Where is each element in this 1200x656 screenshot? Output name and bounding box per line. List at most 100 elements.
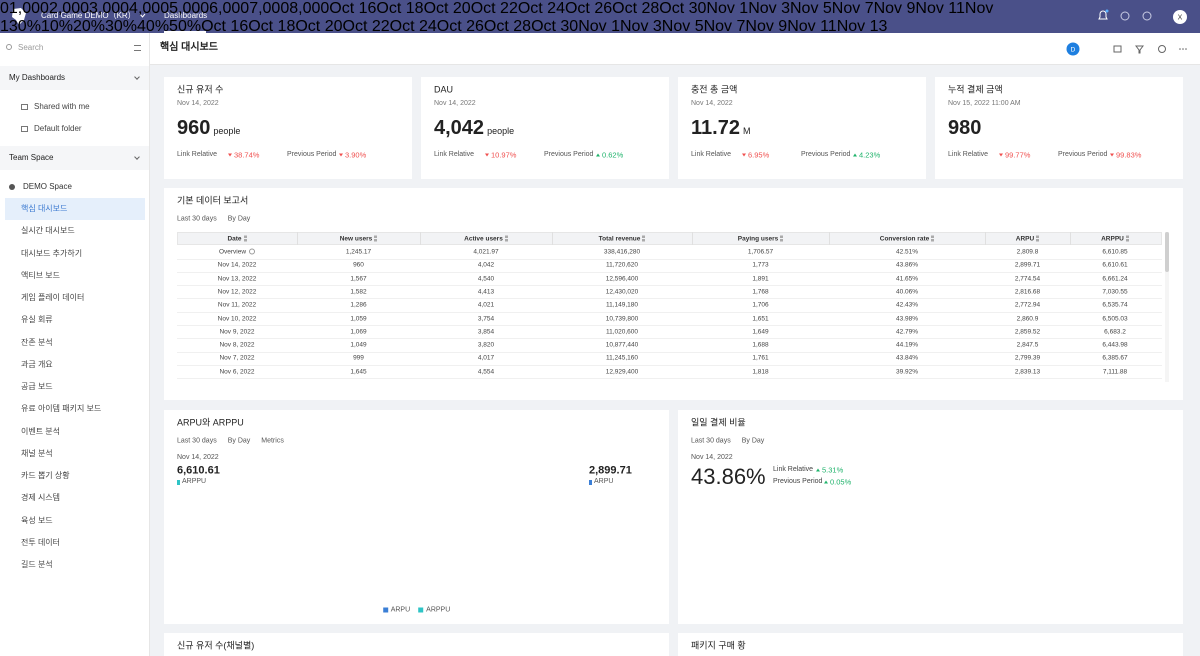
filter[interactable]: Metrics xyxy=(261,437,284,445)
cell-text: 2,859.52 xyxy=(1014,328,1041,336)
sort-icon[interactable] xyxy=(642,235,646,242)
sort-icon[interactable] xyxy=(1036,235,1040,242)
legend-item[interactable]: ARPU xyxy=(382,607,410,614)
column-header[interactable]: Total revenue xyxy=(552,235,692,242)
comparison-label: Previous Period xyxy=(773,477,823,485)
trend-arrow xyxy=(339,153,343,157)
row-divider xyxy=(177,271,1162,273)
column-header[interactable]: Conversion rate xyxy=(829,235,985,242)
table-cell: 3,754 xyxy=(420,315,552,322)
column-header[interactable]: New users xyxy=(297,235,420,242)
nav-item[interactable]: 카드 뽑기 상황 xyxy=(21,471,70,481)
cell-text: 41.65% xyxy=(895,275,919,283)
dashboard-title: 핵심 대시보드 xyxy=(160,42,218,53)
column-header[interactable]: ARPU xyxy=(985,235,1070,242)
nav-item[interactable]: 전투 데이터 xyxy=(21,537,61,547)
nav-item[interactable]: 채널 분석 xyxy=(21,448,53,458)
nav-item[interactable]: 액티브 보드 xyxy=(21,270,61,280)
scroll-track xyxy=(1165,232,1169,382)
card-title: 신규 유저 수(채널별) xyxy=(177,640,255,651)
nav-item[interactable]: 핵심 대시보드 xyxy=(21,204,68,214)
row-divider xyxy=(177,338,1162,340)
section-title[interactable]: Team Space xyxy=(9,153,54,163)
cell-text: 1,818 xyxy=(752,368,769,376)
search-input[interactable]: Search xyxy=(18,43,44,53)
filter[interactable]: By Day xyxy=(227,215,251,223)
sort-icon[interactable] xyxy=(780,235,784,242)
section-title[interactable]: My Dashboards xyxy=(9,73,66,83)
legend-item[interactable]: ARPPU xyxy=(418,607,450,614)
avatar-letter: X xyxy=(1178,15,1183,22)
table-cell: 4,413 xyxy=(420,288,552,295)
nav-item[interactable]: 경제 시스템 xyxy=(21,493,61,503)
filter[interactable]: Last 30 days xyxy=(691,437,731,445)
nav-item[interactable]: 대시보드 추가하기 xyxy=(21,248,83,258)
chart-card: 일일 결제 비율 Last 30 days By Day Nov 14, 2022 43… xyxy=(678,410,1183,624)
nav-item[interactable]: 이벤트 분석 xyxy=(21,426,61,436)
cell-text: 1,891 xyxy=(752,275,769,283)
filter[interactable]: By Day xyxy=(741,437,765,445)
cell-text: 6,610.61 xyxy=(1102,261,1128,269)
nav-item[interactable]: 잔존 분석 xyxy=(21,337,53,347)
chevron[interactable] xyxy=(139,13,146,19)
comparison-value: 99.77% xyxy=(1005,150,1031,160)
user-avatar[interactable]: X xyxy=(1172,9,1188,25)
table-cell: 6,505.03 xyxy=(1070,315,1160,322)
table-cell: 1,649 xyxy=(692,328,829,335)
kpi-card: DAU Nov 14, 2022 4,042 people Link Relative 1… xyxy=(421,77,669,179)
filter[interactable]: By Day xyxy=(227,437,251,445)
table-cell: 1,818 xyxy=(692,368,829,375)
cell-text: 2,860.9 xyxy=(1016,315,1039,322)
column-header[interactable]: Paying users xyxy=(692,235,829,242)
sort-icon[interactable] xyxy=(504,235,508,242)
table-cell: 4,042 xyxy=(420,262,552,269)
cell-text: 1,706.57 xyxy=(747,248,774,256)
nav-item[interactable]: 과금 개요 xyxy=(21,359,53,369)
space[interactable]: DEMO Space xyxy=(23,182,72,192)
sort-icon[interactable] xyxy=(931,235,935,242)
folder[interactable]: Shared with me xyxy=(34,102,90,112)
table-cell: Nov 8, 2022 xyxy=(177,342,297,349)
table-header-band xyxy=(177,232,1162,245)
column-divider xyxy=(985,232,986,245)
nav-item[interactable]: 유실 회류 xyxy=(21,315,53,325)
nav-item[interactable]: 게임 플레이 데이터 xyxy=(21,293,85,303)
cell-text: 1,049 xyxy=(350,341,367,349)
cell-text: 11,149,180 xyxy=(605,301,639,309)
filter[interactable]: Last 30 days xyxy=(177,437,217,445)
kpi-title: 충전 총 금액 xyxy=(691,84,738,95)
logo[interactable] xyxy=(10,7,28,26)
header-icons[interactable]: D xyxy=(1066,41,1196,57)
sort-icon[interactable] xyxy=(1125,235,1129,242)
top-icons[interactable] xyxy=(1096,9,1156,23)
column-label: ARPU xyxy=(1015,235,1035,242)
trend-arrow xyxy=(824,480,828,484)
nav-item[interactable]: 육성 보드 xyxy=(21,515,53,525)
nav-item[interactable]: 실시간 대시보드 xyxy=(21,226,75,236)
nav-dashboards[interactable]: Dashboards xyxy=(164,11,208,21)
nav-item[interactable]: 공급 보드 xyxy=(21,382,53,392)
nav-item[interactable]: 길드 분석 xyxy=(21,560,53,570)
table-cell: 2,839.13 xyxy=(985,368,1070,375)
kpi-card: 신규 유저 수 Nov 14, 2022 960 people Link Relativ… xyxy=(164,77,412,179)
table-cell: 2,859.52 xyxy=(985,328,1070,335)
cell-text: 42.79% xyxy=(895,328,919,336)
filter[interactable]: Last 30 days xyxy=(177,215,217,223)
cell-text: 42.43% xyxy=(895,301,919,309)
info-icon xyxy=(249,248,256,255)
table-cell: 1,582 xyxy=(297,288,420,295)
folder[interactable]: Default folder xyxy=(34,124,82,134)
table-cell: 11,149,180 xyxy=(552,302,692,309)
cell-text: 1,069 xyxy=(350,328,367,336)
column-header[interactable]: Active users xyxy=(420,235,552,242)
project-name[interactable]: Card Game DEMO（KR） xyxy=(41,11,136,21)
column-header[interactable]: Date xyxy=(177,235,297,242)
nav-item[interactable]: 유료 아이템 패키지 보드 xyxy=(21,404,102,414)
comparison-label: Link Relative xyxy=(177,150,218,158)
column-header[interactable]: ARPPU xyxy=(1070,235,1160,242)
table-cell: 1,761 xyxy=(692,355,829,362)
sort-icon[interactable] xyxy=(374,235,378,242)
sort-icon[interactable] xyxy=(243,235,247,242)
trend-arrow xyxy=(999,153,1003,157)
bottom-card: 패키지 구매 황 xyxy=(678,633,1183,656)
